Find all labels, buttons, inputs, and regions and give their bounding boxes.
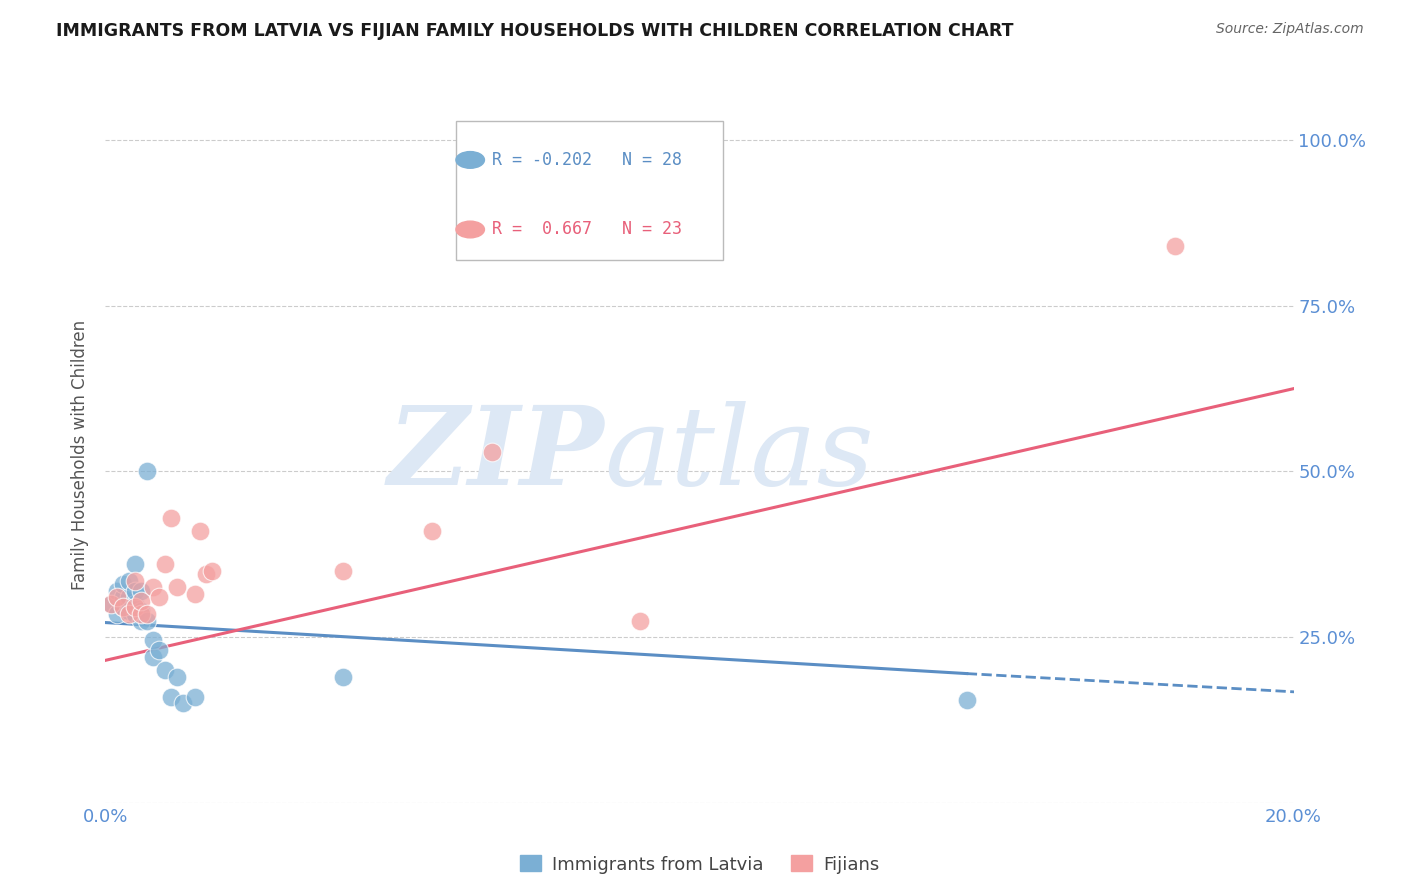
Point — [159, 511, 181, 525]
Point — [183, 690, 205, 704]
Circle shape — [456, 221, 485, 238]
Point — [166, 670, 188, 684]
Point — [124, 597, 146, 611]
Point — [136, 614, 159, 628]
Point — [129, 583, 152, 598]
Point — [142, 650, 165, 665]
Point — [142, 633, 165, 648]
Point — [142, 581, 165, 595]
Point — [332, 564, 354, 578]
Text: R =  0.667   N = 23: R = 0.667 N = 23 — [492, 220, 682, 238]
Point — [118, 591, 141, 605]
Point — [481, 444, 503, 458]
Point — [112, 577, 135, 591]
Point — [118, 607, 141, 621]
Text: R = -0.202   N = 28: R = -0.202 N = 28 — [492, 151, 682, 169]
Point — [124, 583, 146, 598]
Point — [100, 597, 122, 611]
Point — [1164, 239, 1187, 253]
Point — [136, 607, 159, 621]
Point — [201, 564, 224, 578]
Point — [100, 597, 122, 611]
Point — [118, 604, 141, 618]
Point — [332, 670, 354, 684]
Point — [153, 558, 176, 572]
Point — [129, 593, 152, 607]
Point — [129, 607, 152, 621]
Point — [172, 697, 194, 711]
Point — [136, 465, 159, 479]
Point — [124, 558, 146, 572]
Text: IMMIGRANTS FROM LATVIA VS FIJIAN FAMILY HOUSEHOLDS WITH CHILDREN CORRELATION CHA: IMMIGRANTS FROM LATVIA VS FIJIAN FAMILY … — [56, 22, 1014, 40]
Point — [112, 591, 135, 605]
Point — [105, 607, 128, 621]
Point — [112, 600, 135, 615]
Point — [124, 607, 146, 621]
Point — [105, 591, 128, 605]
Point — [105, 583, 128, 598]
Point — [129, 604, 152, 618]
Text: ZIP: ZIP — [388, 401, 605, 508]
Point — [112, 600, 135, 615]
Point — [124, 574, 146, 588]
Point — [183, 587, 205, 601]
Y-axis label: Family Households with Children: Family Households with Children — [72, 320, 90, 590]
Point — [628, 614, 651, 628]
Point — [148, 643, 170, 657]
FancyBboxPatch shape — [456, 121, 723, 260]
Point — [159, 690, 181, 704]
Text: atlas: atlas — [605, 401, 875, 508]
Point — [190, 524, 212, 538]
Point — [129, 614, 152, 628]
Point — [153, 663, 176, 677]
Point — [124, 600, 146, 615]
Point — [420, 524, 443, 538]
Point — [956, 693, 979, 707]
Point — [195, 567, 218, 582]
Text: Source: ZipAtlas.com: Source: ZipAtlas.com — [1216, 22, 1364, 37]
Point — [166, 581, 188, 595]
Point — [148, 591, 170, 605]
Legend: Immigrants from Latvia, Fijians: Immigrants from Latvia, Fijians — [512, 848, 887, 880]
Circle shape — [456, 152, 485, 169]
Point — [118, 574, 141, 588]
